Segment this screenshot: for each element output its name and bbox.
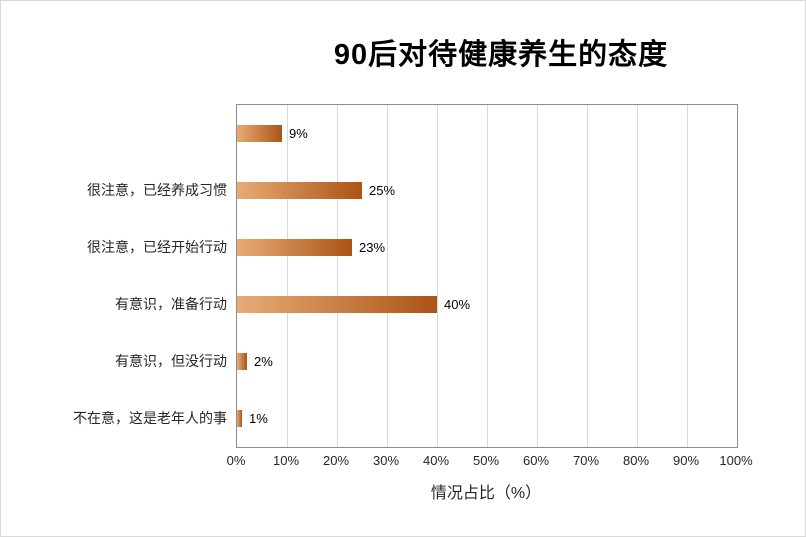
category-label: 有意识，准备行动: [115, 296, 227, 312]
x-tick-label: 60%: [522, 453, 550, 468]
category-label: 不在意，这是老年人的事: [73, 410, 227, 426]
gridline: [537, 105, 538, 447]
bar: [237, 410, 242, 427]
bar: [237, 239, 352, 256]
gridline: [337, 105, 338, 447]
x-tick-label: 70%: [572, 453, 600, 468]
gridline: [487, 105, 488, 447]
bar-value-label: 9%: [289, 126, 308, 141]
x-tick-label: 40%: [422, 453, 450, 468]
bar-value-label: 2%: [254, 354, 273, 369]
x-tick-label: 100%: [719, 453, 753, 468]
bar: [237, 353, 247, 370]
bar-value-label: 23%: [359, 240, 386, 255]
gridline: [637, 105, 638, 447]
bar-value-label: 1%: [249, 411, 268, 426]
category-label: [7, 123, 227, 143]
bar-value-label: 25%: [369, 183, 396, 198]
gridline: [437, 105, 438, 447]
x-tick-label: 90%: [672, 453, 700, 468]
x-axis-title: 情况占比（%）: [430, 485, 542, 502]
plot-area: 9% 25% 23% 40% 2% 1%: [236, 104, 738, 448]
category-label: 有意识，但没行动: [115, 353, 227, 369]
x-tick-label: 50%: [472, 453, 500, 468]
x-tick-label: 10%: [272, 453, 300, 468]
x-tick-label: 20%: [322, 453, 350, 468]
gridline: [687, 105, 688, 447]
x-tick-label: 30%: [372, 453, 400, 468]
bar-value-label: 40%: [444, 297, 471, 312]
bar: [237, 125, 282, 142]
gridline: [587, 105, 588, 447]
category-label: 很注意，已经养成习惯: [87, 182, 227, 198]
chart-title: 90后对待健康养生的态度: [333, 39, 669, 71]
gridline: [387, 105, 388, 447]
x-tick-label: 0%: [226, 453, 246, 468]
gridline: [287, 105, 288, 447]
bar: [237, 182, 362, 199]
bar: [237, 296, 437, 313]
x-tick-label: 80%: [622, 453, 650, 468]
category-label: 很注意，已经开始行动: [87, 239, 227, 255]
